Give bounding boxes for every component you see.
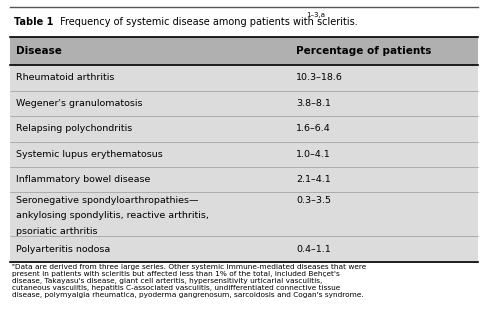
Text: Wegener's granulomatosis: Wegener's granulomatosis [16, 99, 142, 108]
Text: Percentage of patients: Percentage of patients [296, 46, 431, 56]
Bar [10, 65, 478, 91]
Bar [10, 37, 478, 65]
Text: ankylosing spondylitis, reactive arthritis,: ankylosing spondylitis, reactive arthrit… [16, 211, 208, 220]
Text: Polyarteritis nodosa: Polyarteritis nodosa [16, 245, 110, 254]
Text: Table 1: Table 1 [14, 17, 53, 27]
Text: 0.4–1.1: 0.4–1.1 [296, 245, 331, 254]
Text: psoriatic arthritis: psoriatic arthritis [16, 227, 97, 236]
Text: Frequency of systemic disease among patients with scleritis.: Frequency of systemic disease among pati… [57, 17, 357, 27]
Bar [10, 167, 478, 192]
Text: 1.0–4.1: 1.0–4.1 [296, 150, 331, 159]
Text: Disease: Disease [16, 46, 61, 56]
Bar [10, 236, 478, 262]
Text: Rheumatoid arthritis: Rheumatoid arthritis [16, 74, 114, 82]
Text: Systemic lupus erythematosus: Systemic lupus erythematosus [16, 150, 163, 159]
Bar [10, 142, 478, 167]
Text: 1.6–6.4: 1.6–6.4 [296, 124, 331, 133]
Bar [10, 7, 478, 37]
Bar [10, 192, 478, 236]
Text: 2.1–4.1: 2.1–4.1 [296, 175, 331, 184]
Text: Inflammatory bowel disease: Inflammatory bowel disease [16, 175, 150, 184]
Text: 10.3–18.6: 10.3–18.6 [296, 74, 343, 82]
Text: 3.8–8.1: 3.8–8.1 [296, 99, 331, 108]
Text: ᵃData are derived from three large series. Other systemic immune-mediated diseas: ᵃData are derived from three large serie… [12, 264, 366, 299]
Text: Seronegative spondyloarthropathies—: Seronegative spondyloarthropathies— [16, 196, 198, 205]
Text: 0.3–3.5: 0.3–3.5 [296, 196, 331, 205]
Bar [10, 116, 478, 142]
Bar [10, 91, 478, 116]
Text: 1–3,a: 1–3,a [306, 12, 325, 18]
Text: Relapsing polychondritis: Relapsing polychondritis [16, 124, 132, 133]
